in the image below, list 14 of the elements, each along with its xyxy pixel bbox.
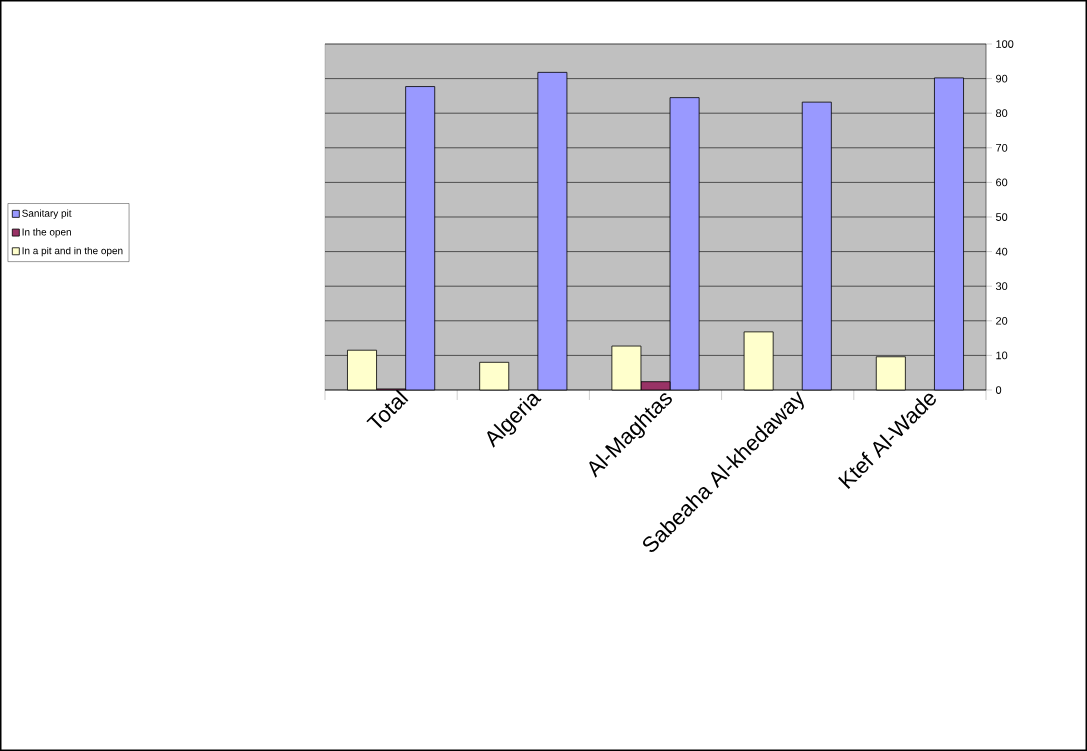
y-tick-label: 90 xyxy=(996,74,1008,83)
y-tick-label: 50 xyxy=(995,213,1008,221)
y-tick-label: 20 xyxy=(996,316,1008,325)
y-tick-label: 80 xyxy=(995,109,1008,118)
legend-label: Sanitary pit xyxy=(22,209,72,219)
y-tick-label: 0 xyxy=(995,386,1002,394)
legend-label: In a pit and in the open xyxy=(22,246,123,257)
y-tick-label: 100 xyxy=(996,40,1014,48)
y-tick-label: 10 xyxy=(996,351,1008,360)
y-tick-label: 70 xyxy=(996,143,1008,152)
y-tick-label: 60 xyxy=(996,178,1008,187)
y-tick-label: 30 xyxy=(995,282,1008,291)
y-tick-label: 40 xyxy=(995,247,1008,256)
legend-label: In the open xyxy=(22,228,71,238)
